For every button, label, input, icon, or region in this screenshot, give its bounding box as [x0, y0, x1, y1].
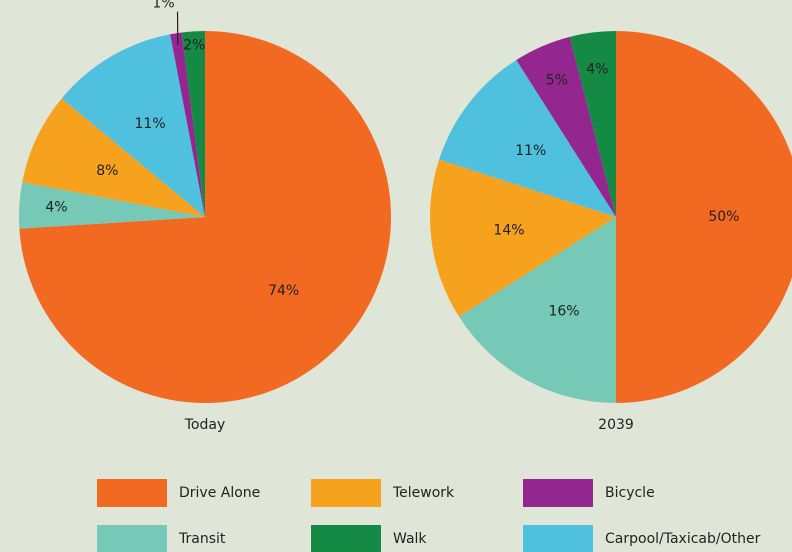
data-label: 16%	[548, 304, 579, 320]
pie-slice	[516, 36, 616, 217]
legend-label: Telework	[392, 485, 455, 501]
pie-title: Today	[184, 417, 226, 433]
data-label: 2%	[183, 37, 205, 53]
pie-slice	[22, 98, 205, 217]
legend-swatch	[523, 525, 593, 552]
data-label: 74%	[268, 283, 299, 299]
data-label: 4%	[45, 200, 67, 216]
pie-slice	[181, 31, 205, 217]
pie-slice	[19, 31, 391, 403]
pie-title: 2039	[598, 417, 634, 433]
pie-slice	[19, 182, 206, 229]
data-label: 11%	[135, 116, 166, 132]
pie-slice	[458, 217, 616, 403]
legend-label: Drive Alone	[179, 485, 260, 501]
data-label: 8%	[96, 163, 118, 179]
legend-swatch	[97, 479, 167, 507]
legend-label: Carpool/Taxicab/Other	[605, 531, 761, 547]
pie-slice	[616, 31, 792, 403]
data-label: 5%	[546, 72, 568, 88]
legend-swatch	[523, 479, 593, 507]
data-label: 14%	[493, 223, 524, 239]
data-label: 4%	[586, 61, 608, 77]
data-label: 50%	[708, 209, 739, 225]
legend-swatch	[311, 479, 381, 507]
legend-label: Bicycle	[605, 485, 655, 501]
data-label: 11%	[515, 143, 546, 159]
legend-label: Walk	[393, 531, 427, 547]
pie-slice	[439, 59, 616, 218]
data-label: 1%	[152, 0, 174, 12]
legend-swatch	[97, 525, 167, 552]
pie-slice	[61, 34, 205, 217]
legend-swatch	[311, 525, 381, 552]
legend-label: Transit	[178, 531, 226, 547]
pie-slice	[569, 31, 616, 217]
pie-slice	[170, 32, 205, 217]
pie-slice	[430, 159, 616, 317]
